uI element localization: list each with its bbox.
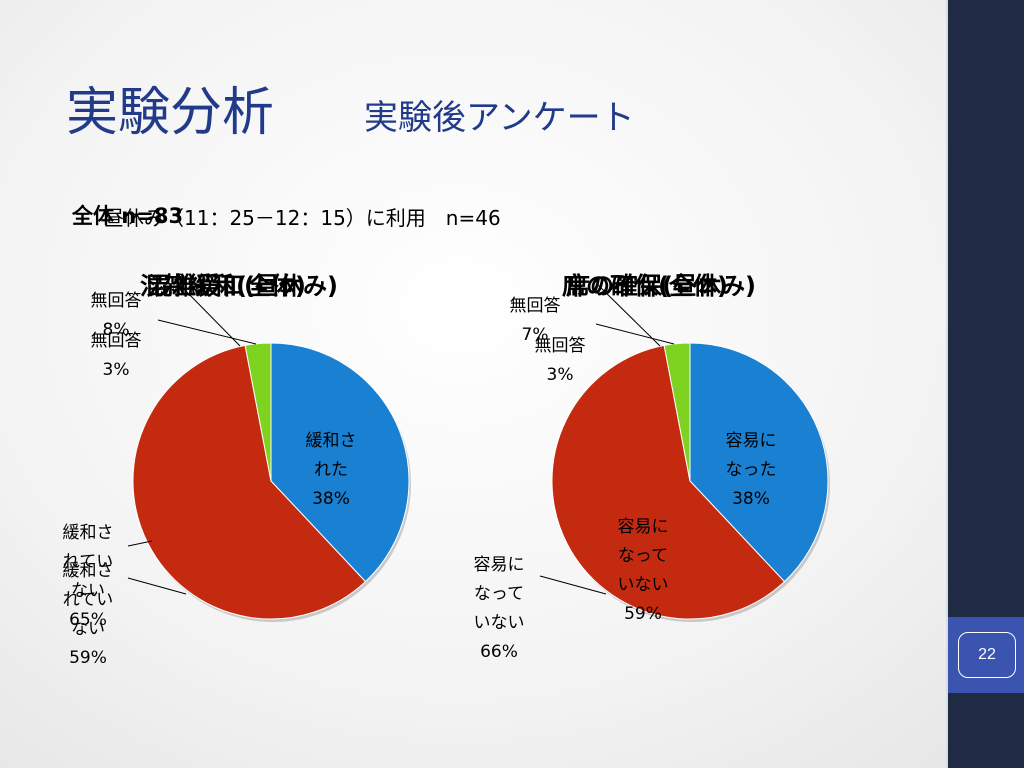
pie-chart-relief <box>132 342 411 622</box>
sidebar-divider <box>946 0 948 768</box>
pie-seat-slice-1 <box>551 344 786 620</box>
leader-line-nr-front-right <box>595 323 675 345</box>
label-nr-back-right: 無回答 7% <box>509 296 561 345</box>
leader-lines <box>127 283 675 595</box>
label-nr-back-left: 無回答 8% <box>90 291 142 340</box>
pie-seat-slice-0 <box>689 342 829 583</box>
leader-line-red-right <box>539 575 607 595</box>
label-not-relieved-front-left: 緩和さ れてい ない 59% <box>62 561 114 668</box>
pie-relief-slice-2 <box>244 342 272 482</box>
label-not-easier-inside-right: 容易に なって いない 59% <box>617 517 669 624</box>
label-relieved-left: 緩和さ れた 38% <box>305 431 357 509</box>
slide-number: 22 <box>958 632 1016 678</box>
leader-line-red-front-left <box>127 577 187 595</box>
label-easier-right: 容易に なった 38% <box>725 431 777 509</box>
leader-line-nr-back-right <box>596 283 661 347</box>
leader-line-red-back-left <box>127 540 153 547</box>
chart-title-relief-all: 混雑緩和(全体) <box>140 272 306 300</box>
label-not-relieved-back-left: 緩和さ れてい ない 65% <box>62 523 114 630</box>
slide-number-panel <box>948 617 1024 693</box>
leader-line-nr-front-left <box>157 319 257 345</box>
label-nr-front-right: 無回答 3% <box>534 336 586 385</box>
chart-title-seat-lunch: 席の確保(昼休み) <box>566 272 756 300</box>
label-nr-front-left: 無回答 3% <box>90 331 142 380</box>
leader-line-nr-back-left <box>179 284 241 347</box>
pie-relief-slice-0 <box>270 342 410 583</box>
note-overall: 全体 n=83 <box>72 204 184 228</box>
slide-title: 実験分析 <box>66 83 275 143</box>
slide-subtitle: 実験後アンケート <box>364 98 635 138</box>
label-not-easier-outside-right: 容易に なって いない 66% <box>473 555 525 662</box>
note-lunch: 昼休み（11：25－12：15）に利用 n=46 <box>104 206 501 230</box>
pie-seat-slice-2 <box>663 342 691 482</box>
chart-title-seat-all: 席の確保(全体) <box>562 272 728 300</box>
chart-title-relief-lunch: 混雑緩和(昼休み) <box>148 272 338 300</box>
pie-chart-seat <box>551 342 830 622</box>
pie-relief-slice-1 <box>132 344 367 620</box>
